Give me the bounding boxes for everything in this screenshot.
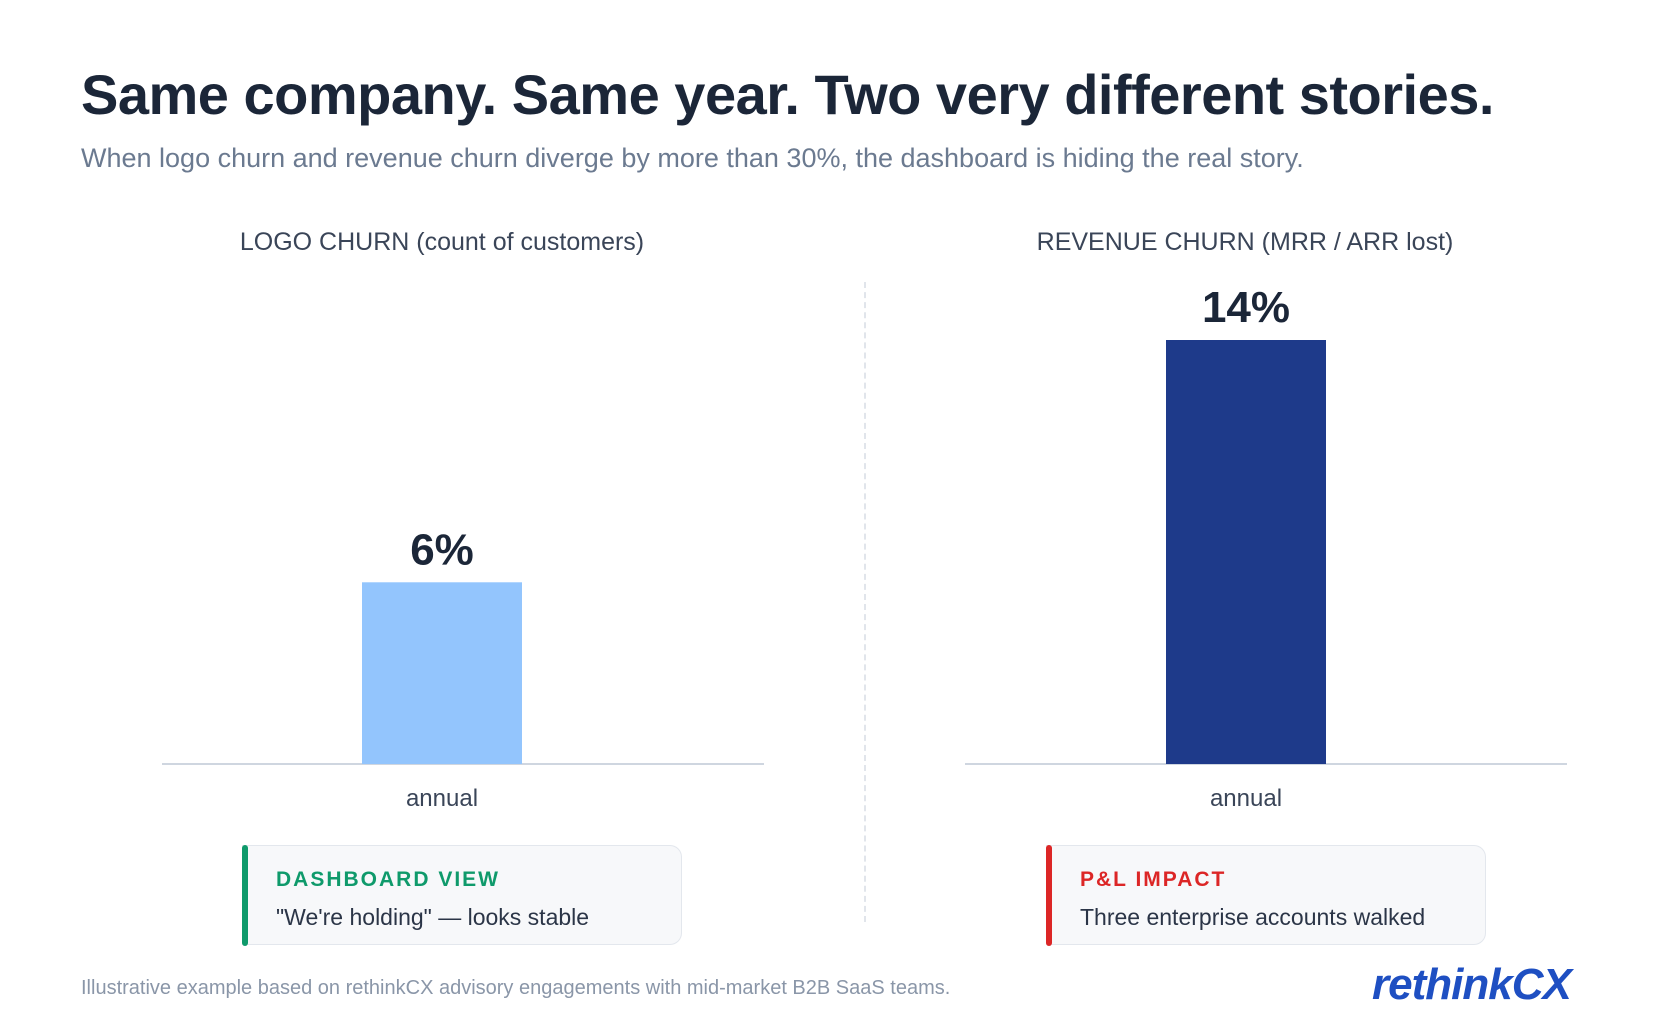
callout-accent-bar bbox=[242, 845, 248, 946]
brand-logo[interactable]: rethinkCX bbox=[1372, 960, 1572, 1010]
logo-text: rethink bbox=[1372, 960, 1513, 1009]
callout-label: DASHBOARD VIEW bbox=[276, 868, 501, 891]
revenue-churn-chart-title: REVENUE CHURN (MRR / ARR lost) bbox=[1036, 228, 1454, 256]
logo-churn-category-label: annual bbox=[406, 785, 478, 812]
callout-accent-bar bbox=[1046, 845, 1052, 946]
callout-label: P&L IMPACT bbox=[1080, 868, 1227, 891]
page-subtitle: When logo churn and revenue churn diverg… bbox=[81, 143, 1304, 173]
callout-text: "We're holding" — looks stable bbox=[276, 904, 590, 930]
logo-churn-value-label: 6% bbox=[410, 525, 474, 574]
logo-text-cx: CX bbox=[1511, 960, 1572, 1009]
revenue-churn-bar[interactable] bbox=[1166, 340, 1326, 764]
logo-churn-chart-title: LOGO CHURN (count of customers) bbox=[239, 228, 645, 256]
dashboard-view-callout: DASHBOARD VIEW "We're holding" — looks s… bbox=[242, 845, 682, 946]
callout-text: Three enterprise accounts walked bbox=[1080, 904, 1426, 930]
panel-divider bbox=[864, 282, 866, 922]
footer-note: Illustrative example based on rethinkCX … bbox=[81, 977, 951, 999]
revenue-churn-value-label: 14% bbox=[1202, 283, 1290, 332]
pl-impact-callout: P&L IMPACT Three enterprise accounts wal… bbox=[1046, 845, 1486, 946]
logo-churn-bar[interactable] bbox=[362, 582, 522, 764]
page-title: Same company. Same year. Two very differ… bbox=[81, 63, 1494, 126]
revenue-churn-category-label: annual bbox=[1210, 785, 1282, 812]
